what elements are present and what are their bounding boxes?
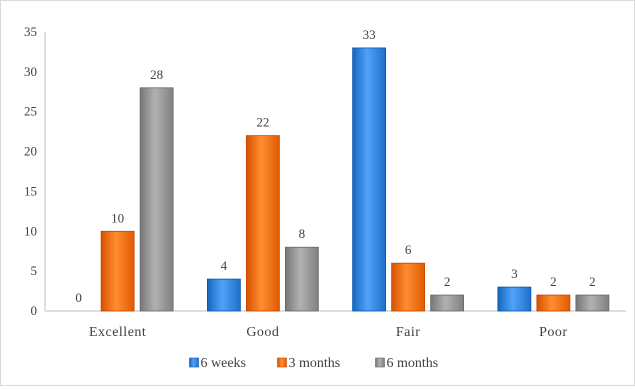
category-labels-group: Excellent Good Fair Poor <box>89 325 567 340</box>
x-category-label: Excellent <box>89 325 146 340</box>
x-category-label: Good <box>246 325 279 340</box>
bar-series-group <box>100 47 610 312</box>
legend-label: 3 months <box>289 356 341 371</box>
data-label: 4 <box>221 258 228 273</box>
y-tick-label: 15 <box>24 183 37 198</box>
data-label: 2 <box>550 274 557 289</box>
data-label: 3 <box>511 266 518 281</box>
y-tick-label: 35 <box>24 24 37 39</box>
legend-swatch <box>375 357 385 368</box>
y-tick-label: 10 <box>24 223 37 238</box>
data-label: 8 <box>299 226 306 241</box>
bar <box>284 246 319 312</box>
data-label: 6 <box>405 242 412 257</box>
data-label: 10 <box>111 210 124 225</box>
data-label: 2 <box>589 274 596 289</box>
legend-swatch <box>277 357 287 368</box>
y-tick-label: 25 <box>24 104 37 119</box>
y-tick-label: 0 <box>31 303 38 318</box>
bar <box>575 294 610 312</box>
legend-label: 6 months <box>387 356 439 371</box>
bar <box>536 294 571 312</box>
y-tick-label: 5 <box>31 263 38 278</box>
bar <box>139 87 174 312</box>
bar <box>206 278 241 312</box>
bar <box>430 294 465 312</box>
x-category-label: Poor <box>539 325 567 340</box>
legend: 6 weeks 3 months 6 months <box>189 356 439 371</box>
y-tick-label: 20 <box>24 144 37 159</box>
bar <box>100 230 135 312</box>
data-label: 0 <box>75 290 82 305</box>
data-label: 28 <box>150 67 163 82</box>
x-category-label: Fair <box>396 325 421 340</box>
legend-swatch <box>189 357 199 368</box>
bar <box>245 135 280 312</box>
bar <box>352 47 387 312</box>
bar <box>391 262 426 312</box>
data-label: 22 <box>256 115 269 130</box>
data-label: 2 <box>444 274 451 289</box>
data-label: 33 <box>363 27 376 42</box>
bar <box>497 286 532 312</box>
y-axis-ticks: 0 5 10 15 20 25 30 35 <box>24 24 37 318</box>
y-tick-label: 30 <box>24 64 37 79</box>
legend-label: 6 weeks <box>201 356 247 371</box>
